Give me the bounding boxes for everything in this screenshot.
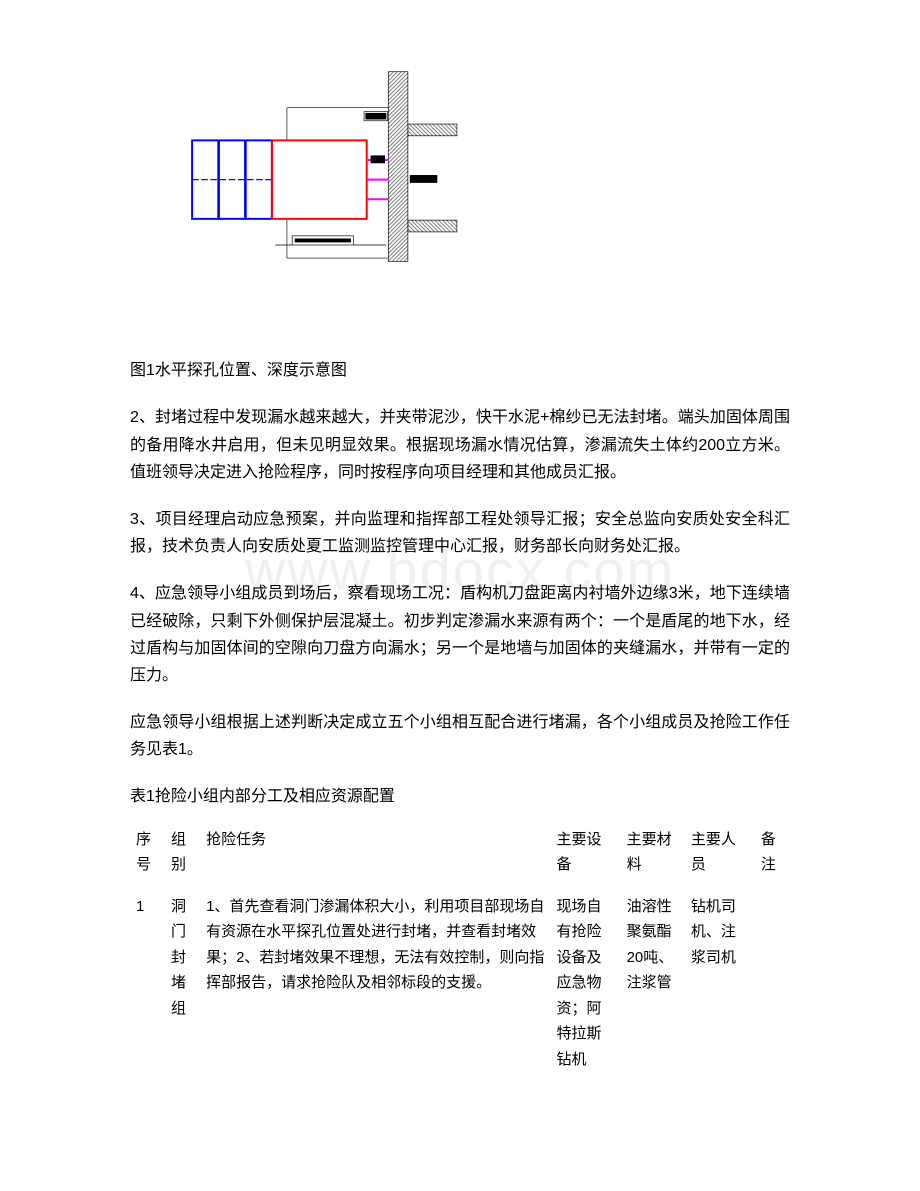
paragraph-3: 3、项目经理启动应急预案，并向监理和指挥部工程处领导汇报；安全总监向安质处安全科…: [130, 506, 790, 560]
paragraph-4: 4、应急领导小组成员到场后，察看现场工况：盾构机刀盘距离内衬墙外边缘3米，地下连…: [130, 580, 790, 689]
col-header-person: 主要人员: [685, 823, 755, 890]
cell-group: 洞门封堵组: [165, 890, 200, 1077]
cell-mat: 油溶性聚氨酯20吨、注浆管: [621, 890, 685, 1077]
col-header-task: 抢险任务: [200, 823, 550, 890]
cell-person: 钻机司机、注浆司机: [685, 890, 755, 1077]
figure-1-caption: 图1水平探孔位置、深度示意图: [130, 357, 790, 384]
col-header-seq: 序号: [130, 823, 165, 890]
table-1: 序号 组别 抢险任务 主要设备 主要材料 主要人员 备注 1 洞门封堵组 1、首…: [130, 823, 790, 1077]
col-header-note: 备注: [755, 823, 790, 890]
cell-task: 1、首先查看洞门渗漏体积大小，利用项目部现场自有资源在水平探孔位置处进行封堵，并…: [200, 890, 550, 1077]
table-header-row: 序号 组别 抢险任务 主要设备 主要材料 主要人员 备注: [130, 823, 790, 890]
table-row: 1 洞门封堵组 1、首先查看洞门渗漏体积大小，利用项目部现场自有资源在水平探孔位…: [130, 890, 790, 1077]
col-header-group: 组别: [165, 823, 200, 890]
paragraph-5: 应急领导小组根据上述判断决定成立五个小组相互配合进行堵漏，各个小组成员及抢险工作…: [130, 709, 790, 763]
cell-seq: 1: [130, 890, 165, 1077]
diagram-svg: [130, 0, 470, 320]
cell-note: [755, 890, 790, 1077]
col-header-equip: 主要设备: [551, 823, 621, 890]
paragraph-2: 2、封堵过程中发现漏水越来越大，并夹带泥沙，快干水泥+棉纱已无法封堵。端头加固体…: [130, 404, 790, 486]
figure-1-diagram: [130, 0, 790, 329]
table-1-title: 表1抢险小组内部分工及相应资源配置: [130, 783, 790, 810]
cell-equip: 现场自有抢险设备及应急物资；阿特拉斯钻机: [551, 890, 621, 1077]
col-header-mat: 主要材料: [621, 823, 685, 890]
